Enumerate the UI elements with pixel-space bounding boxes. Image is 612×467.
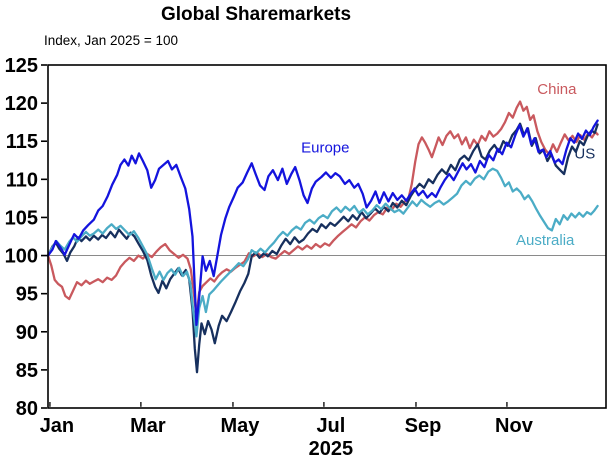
series-label-europe: Europe [301, 140, 349, 157]
plot-border [47, 64, 607, 409]
series-line-australia [46, 167, 599, 338]
series-label-china: China [537, 81, 577, 98]
x-tick-label: Jan [40, 415, 74, 437]
chart-subtitle: Index, Jan 2025 = 100 [44, 33, 178, 48]
y-tick-label: 85 [16, 360, 38, 382]
y-tick-label: 100 [5, 246, 38, 268]
y-tick-label: 80 [16, 398, 38, 420]
y-tick-label: 110 [6, 169, 38, 191]
y-tick-label: 95 [16, 284, 38, 306]
series-line-china [46, 100, 599, 318]
x-tick-label: Nov [495, 415, 534, 437]
y-tick-label: 115 [6, 131, 38, 153]
series-label-us: US [574, 146, 595, 163]
series-line-europe [46, 119, 599, 327]
series-line-us [46, 122, 599, 374]
y-tick-label: 90 [16, 322, 38, 344]
series-label-australia: Australia [516, 232, 575, 249]
x-tick-label: May [220, 415, 260, 437]
x-tick-label: Mar [130, 415, 166, 437]
x-tick-label: Sep [405, 415, 442, 437]
x-tick-label: Jul [316, 415, 345, 437]
y-tick-label: 125 [5, 55, 38, 77]
chart-title: Global Sharemarkets [160, 4, 352, 25]
x-axis-year-label: 2025 [309, 438, 354, 460]
y-tick-label: 120 [5, 93, 38, 115]
y-tick-label: 105 [5, 207, 38, 229]
